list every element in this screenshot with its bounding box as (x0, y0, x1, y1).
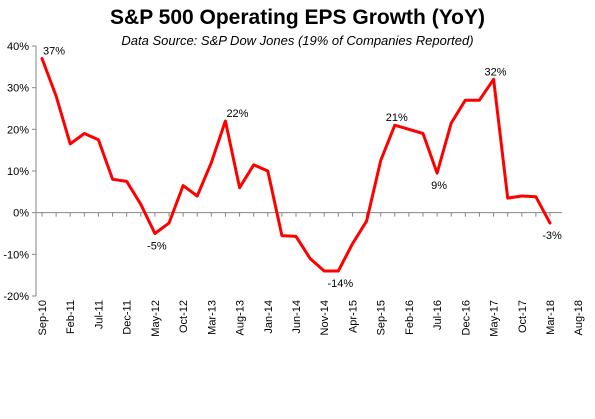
data-label: 9% (431, 180, 447, 192)
x-axis: Sep-10 Feb-11 Jul-11 Dec-11 May-12 Oct-12 Mar-… (36, 212, 585, 337)
x-tick-label: Feb-16 (404, 300, 416, 335)
x-tick-label: Apr-15 (347, 300, 359, 333)
y-tick-label: -10% (3, 249, 29, 261)
x-tick-label: Mar-18 (545, 300, 557, 335)
x-tick-label: Dec-16 (460, 300, 472, 335)
data-labels: 37% -5% 22% -14% 21% 9% 32% -3% (43, 46, 562, 291)
y-axis: 40% 30% 20% 10% 0% -10% -20% (3, 41, 37, 303)
x-tick-label: Dec-11 (122, 300, 134, 335)
data-label: 37% (43, 46, 65, 58)
y-tick-label: 20% (7, 124, 29, 136)
x-tick-label: Aug-18 (573, 300, 585, 335)
series-polyline (40, 57, 552, 273)
data-label: -3% (542, 230, 562, 242)
x-tick-label: May-17 (489, 300, 501, 337)
x-tick-label: Nov-14 (319, 300, 331, 335)
data-label: 32% (485, 66, 507, 78)
y-tick-label: 0% (13, 208, 29, 220)
x-tick-label: Mar-13 (206, 300, 218, 335)
y-tick-label: 40% (7, 41, 29, 53)
x-tick-label: Oct-12 (178, 300, 190, 333)
data-label: -14% (327, 278, 353, 290)
y-tick-label: 10% (7, 166, 29, 178)
data-label: -5% (147, 241, 167, 253)
data-label: 21% (386, 112, 408, 124)
chart-title: S&P 500 Operating EPS Growth (YoY) (110, 6, 485, 29)
x-tick-label: Jul-16 (432, 300, 444, 330)
data-label: 22% (226, 108, 248, 120)
x-tick-label: Feb-11 (65, 300, 77, 334)
x-tick-label: Sep-15 (376, 300, 388, 335)
x-tick-label: Jul-11 (93, 300, 105, 329)
chart-subtitle: Data Source: S&P Dow Jones (19% of Compa… (121, 33, 474, 48)
x-tick-label: Oct-17 (517, 300, 529, 333)
y-tick-label: -20% (3, 291, 29, 303)
x-tick-label: May-12 (150, 300, 162, 337)
x-tick-label: Sep-10 (37, 300, 49, 335)
y-tick-label: 30% (7, 83, 29, 95)
series-line (40, 57, 552, 273)
x-tick-label: Aug-13 (235, 300, 247, 335)
x-tick-label: Jun-14 (291, 300, 303, 334)
x-tick-label: Jan-14 (263, 300, 275, 334)
